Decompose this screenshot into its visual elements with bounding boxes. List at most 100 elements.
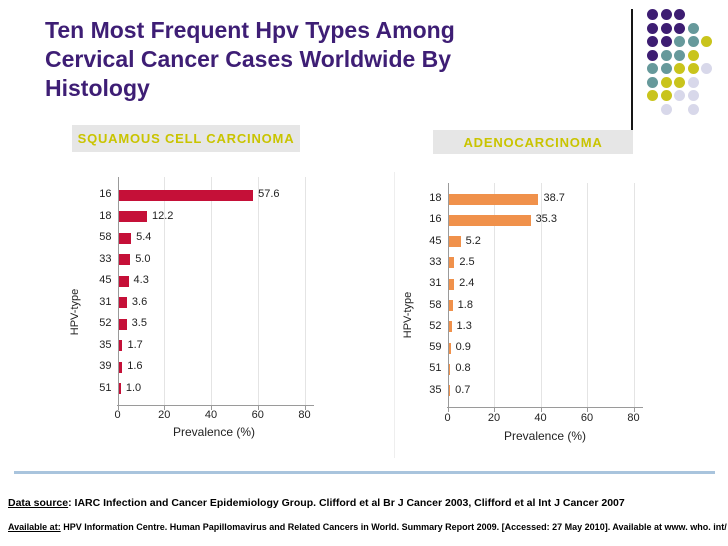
title-line-1: Ten Most Frequent Hpv Types Among (45, 17, 455, 43)
bar (118, 189, 254, 201)
value-label: 38.7 (543, 192, 565, 204)
bar (118, 232, 132, 244)
bar (448, 300, 453, 311)
gridline (494, 183, 495, 407)
category-label: 51 (99, 381, 112, 394)
decorative-dot (660, 9, 672, 20)
x-axis-title: Prevalence (%) (503, 429, 587, 443)
bar (448, 193, 539, 205)
decorative-dot (687, 90, 699, 101)
bar (448, 342, 451, 354)
data-source-citation: Data source: IARC Infection and Cancer E… (8, 497, 625, 509)
decorative-dot (660, 63, 672, 74)
value-label: 1.3 (456, 319, 472, 332)
title-divider-line (631, 9, 633, 137)
x-tick-mark (494, 408, 495, 412)
decorative-dot (687, 22, 699, 34)
value-label: 12.2 (152, 209, 174, 222)
bar (118, 340, 123, 351)
decorative-dot (660, 36, 672, 47)
value-label: 5.2 (465, 234, 481, 247)
bar (448, 385, 451, 397)
x-tick-mark (587, 408, 588, 412)
adenocarcinoma-chart: 18 38.7 16 35.3 45 5.2 33 2.5 31 2.4 58 1.8 52 1.3 59 0… (390, 175, 700, 460)
y-axis-line (117, 177, 119, 405)
value-label: 5.4 (136, 231, 152, 243)
decorative-dot (647, 90, 658, 101)
decorative-dot (647, 63, 658, 74)
gridline (304, 177, 306, 405)
x-axis-line (116, 405, 314, 406)
bar (118, 361, 123, 373)
squamous-cell-carcinoma-chart: 16 57.6 18 12.2 58 5.4 33 5.0 45 4.3 31 3.6 52 3.5 35 1… (60, 170, 370, 455)
bar (118, 275, 129, 287)
bar (448, 363, 451, 375)
gridline (587, 183, 588, 407)
available-at-text: HPV Information Centre. Human Papillomav… (60, 522, 728, 532)
x-tick-mark (257, 406, 259, 410)
x-axis-title: Prevalence (%) (172, 425, 256, 439)
value-label: 35.3 (535, 213, 557, 226)
gridline (633, 183, 635, 407)
value-label: 3.5 (131, 317, 147, 329)
value-label: 0.8 (455, 362, 471, 375)
squamous-chart-header: SQUAMOUS CELL CARCINOMA (72, 125, 300, 152)
available-at-label: Available at: (8, 522, 61, 532)
decorative-dot (674, 63, 685, 74)
value-label: 4.3 (133, 274, 149, 286)
category-label: 58 (99, 231, 112, 243)
decorative-dot (674, 36, 685, 47)
gridline (211, 177, 212, 405)
y-axis-line (447, 183, 449, 407)
dot-grid-decoration (647, 9, 719, 121)
decorative-dot (647, 9, 658, 20)
adeno-chart-header: ADENOCARCINOMA (433, 130, 633, 154)
x-tick-mark (164, 406, 166, 410)
y-axis-title: HPV-type (402, 291, 414, 339)
x-tick-mark (304, 406, 306, 410)
category-label: 31 (99, 295, 112, 308)
category-label: 45 (99, 274, 112, 286)
y-axis-title: HPV-type (69, 288, 81, 336)
x-tick-label: 80 (298, 409, 311, 421)
category-label: 58 (429, 298, 442, 311)
category-label: 35 (99, 338, 112, 351)
category-label: 39 (99, 360, 112, 372)
x-tick-label: 20 (487, 412, 501, 424)
bar (118, 383, 121, 394)
category-label: 51 (429, 362, 442, 375)
value-label: 0.9 (455, 341, 471, 354)
value-label: 1.6 (127, 360, 143, 372)
decorative-dot (687, 49, 699, 61)
decorative-dot (687, 103, 699, 115)
decorative-dot (647, 36, 658, 47)
decorative-dot (674, 90, 685, 101)
category-label: 59 (429, 341, 442, 354)
x-tick-mark (117, 406, 119, 410)
bar (448, 321, 452, 333)
decorative-dot (687, 76, 699, 88)
x-tick-label: 40 (204, 409, 218, 421)
category-label: 45 (429, 234, 442, 247)
decorative-dot (660, 103, 672, 115)
gridline (164, 177, 166, 405)
title-line-2: Cervical Cancer Cases Worldwide By (45, 46, 452, 72)
decorative-dot (701, 36, 712, 47)
decorative-dot (674, 9, 685, 20)
page-title: Ten Most Frequent Hpv Types Among Cervic… (45, 16, 455, 103)
gridline (540, 183, 542, 407)
decorative-dot (660, 90, 672, 101)
decorative-dot (660, 76, 672, 88)
decorative-dot (687, 63, 699, 74)
decorative-dot (647, 22, 658, 34)
category-label: 18 (99, 209, 112, 222)
bar (118, 211, 148, 222)
x-tick-label: 20 (158, 409, 171, 421)
category-label: 16 (99, 188, 112, 200)
x-tick-label: 40 (534, 412, 547, 424)
value-label: 1.8 (457, 298, 473, 311)
decorative-dot (674, 22, 685, 34)
data-source-text: : IARC Infection and Cancer Epidemiology… (68, 497, 625, 509)
x-tick-label: 0 (444, 412, 451, 424)
x-tick-label: 0 (114, 409, 121, 421)
